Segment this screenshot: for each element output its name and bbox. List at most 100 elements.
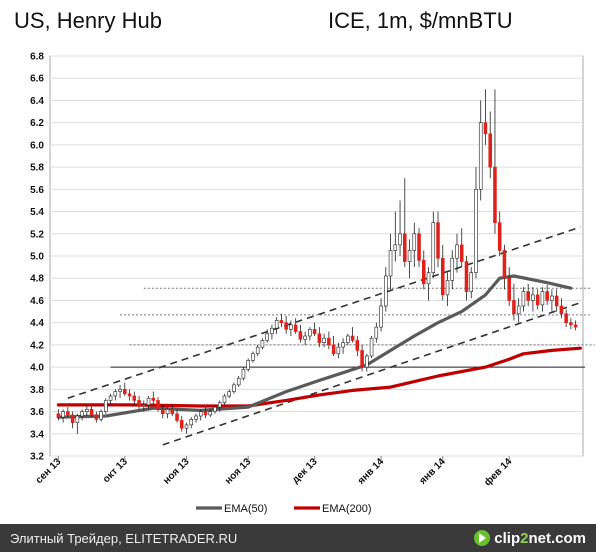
candle-up — [365, 355, 369, 368]
candle-up — [213, 406, 217, 412]
candle-up — [384, 275, 388, 307]
y-tick-label: 4.4 — [30, 318, 44, 329]
candle-up — [341, 342, 345, 348]
candle-down — [137, 400, 141, 407]
candle-up — [531, 294, 535, 301]
candle-down — [360, 350, 364, 368]
y-tick-label: 3.4 — [30, 429, 44, 440]
candle-down — [440, 257, 445, 296]
candle-up — [222, 395, 227, 403]
candle-up — [198, 411, 203, 417]
y-tick-label: 6.8 — [30, 52, 44, 63]
candle-up — [265, 333, 269, 341]
candle-up — [184, 424, 189, 429]
candle-down — [526, 291, 530, 301]
x-tick-label: ноя 13 — [223, 456, 254, 487]
brand-name-part: net — [528, 529, 551, 547]
candle-down — [132, 395, 137, 401]
candle-down — [545, 291, 549, 301]
candle-up — [374, 326, 379, 339]
x-tick-label: окт 13 — [101, 456, 130, 485]
candle-up — [478, 122, 483, 190]
y-tick-label: 6.2 — [30, 118, 44, 129]
candle-down — [179, 420, 184, 429]
candle-down — [175, 413, 179, 421]
y-tick-label: 5.8 — [30, 163, 44, 174]
candle-down — [483, 122, 488, 135]
candle-up — [236, 377, 241, 386]
candle-down — [298, 331, 303, 340]
ema200-layer — [56, 346, 583, 408]
candle-down — [89, 409, 94, 416]
y-tick-label: 6.0 — [30, 140, 44, 151]
candle-down — [436, 222, 440, 259]
candle-up — [450, 257, 455, 281]
candle-up — [379, 305, 383, 328]
candle-up — [322, 337, 326, 343]
candle-up — [113, 391, 118, 397]
chart-title-instrument: US, Henry Hub — [14, 8, 162, 33]
candle-up — [142, 404, 146, 407]
candle-up — [99, 411, 103, 420]
candle-up — [208, 411, 212, 416]
candle-up — [217, 402, 222, 408]
candle-down — [417, 233, 421, 261]
candle-up — [80, 411, 84, 417]
candle-down — [293, 324, 298, 332]
candle-up — [246, 360, 250, 370]
candle-down — [507, 277, 511, 301]
candle-up — [270, 327, 274, 335]
candle-down — [94, 414, 99, 420]
candle-up — [469, 272, 473, 292]
candle-up — [521, 291, 526, 307]
candle-down — [464, 261, 469, 292]
x-axis: сен 13 окт 13 ноя 13 ноя 13 дек 13 янв 14 янв … — [34, 455, 515, 488]
brand-logo[interactable]: clip2net.com — [474, 528, 586, 548]
y-tick-label: 6.4 — [30, 96, 44, 107]
candle-down — [554, 295, 559, 307]
candle-up — [118, 389, 122, 392]
candle-up — [108, 395, 113, 401]
candle-down — [279, 320, 284, 323]
candle-up — [455, 244, 459, 259]
candle-down — [56, 413, 61, 418]
y-tick-label: 6.6 — [30, 74, 44, 85]
candle-down — [203, 411, 208, 416]
x-tick-label: дек 13 — [290, 456, 320, 486]
candle-down — [559, 305, 564, 315]
legend-label: EMA(200) — [322, 503, 372, 515]
candle-up — [104, 400, 108, 412]
candle-down — [327, 337, 331, 346]
candle-down — [66, 411, 70, 416]
candle-up — [516, 305, 521, 315]
candle-down — [70, 414, 75, 423]
candle-up — [251, 353, 255, 361]
ema200-line — [56, 346, 583, 408]
candle-up — [346, 335, 350, 343]
candle-up — [388, 250, 393, 277]
x-tick-label: ноя 13 — [161, 456, 192, 487]
candle-up — [289, 324, 293, 330]
candle-up — [75, 415, 80, 423]
candle-up — [369, 337, 374, 357]
candle-up — [398, 233, 402, 246]
candle-down — [331, 344, 336, 355]
candle-down — [403, 233, 407, 262]
candle-down — [350, 335, 355, 341]
brand-name-number: 2 — [520, 529, 529, 547]
brand-name-part: clip — [494, 529, 521, 547]
candle-down — [488, 133, 492, 168]
x-tick-label: янв 14 — [356, 456, 387, 487]
candle-down — [502, 250, 507, 279]
candle-up — [445, 280, 450, 296]
footer-source-text: Элитный Трейдер, ELITETRADER.RU — [10, 531, 238, 546]
candle-up — [412, 233, 417, 251]
candle-down — [573, 324, 578, 328]
y-tick-label: 3.8 — [30, 385, 44, 396]
candle-down — [512, 300, 516, 315]
candle-up — [232, 384, 236, 392]
legend: EMA(50) EMA(200) — [196, 503, 372, 515]
candle-down — [355, 340, 360, 351]
candle-up — [393, 244, 398, 251]
candle-up — [431, 222, 436, 273]
